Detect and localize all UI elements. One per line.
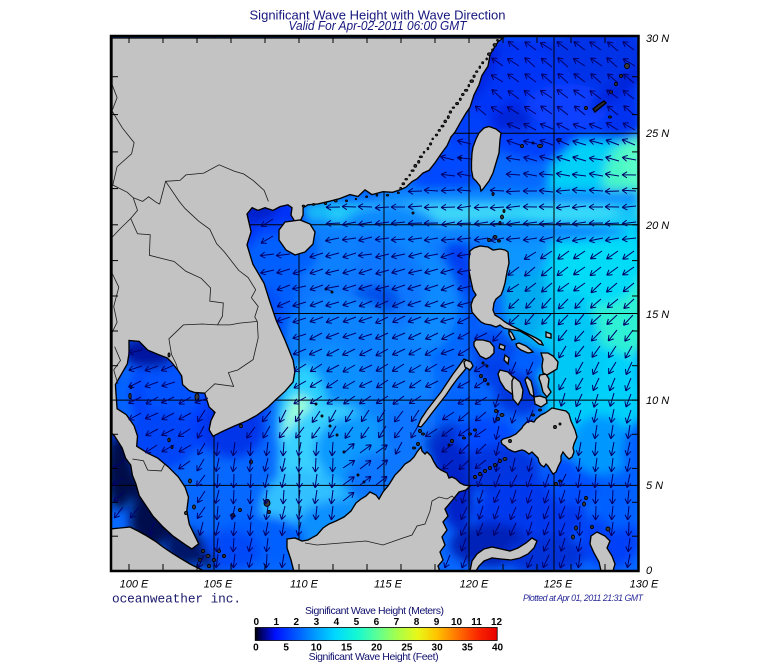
svg-text:10: 10 [311, 643, 323, 654]
svg-text:4: 4 [334, 617, 340, 628]
svg-text:7: 7 [394, 617, 400, 628]
svg-text:2: 2 [294, 617, 300, 628]
svg-text:30 N: 30 N [646, 33, 669, 45]
svg-text:15 N: 15 N [646, 309, 669, 321]
svg-text:20: 20 [371, 643, 383, 654]
svg-text:10 N: 10 N [646, 395, 669, 407]
svg-text:0: 0 [646, 565, 653, 577]
svg-text:6: 6 [374, 617, 380, 628]
svg-text:0: 0 [253, 643, 259, 654]
svg-text:9: 9 [434, 617, 440, 628]
svg-text:100 E: 100 E [120, 579, 149, 591]
svg-text:5 N: 5 N [646, 480, 663, 492]
svg-text:12: 12 [491, 617, 503, 628]
svg-text:110 E: 110 E [290, 579, 319, 591]
svg-text:5: 5 [283, 643, 289, 654]
svg-text:20 N: 20 N [645, 220, 669, 232]
svg-text:25 N: 25 N [645, 128, 669, 140]
svg-text:125 E: 125 E [544, 579, 573, 591]
svg-text:130 E: 130 E [630, 579, 659, 591]
svg-text:1: 1 [274, 617, 280, 628]
svg-text:Significant Wave Height with W: Significant Wave Height with Wave Direct… [250, 8, 506, 23]
svg-text:Plotted at Apr 01, 2011 21:31: Plotted at Apr 01, 2011 21:31 GMT [523, 593, 644, 603]
svg-text:8: 8 [414, 617, 420, 628]
svg-text:Significant Wave Height (Meter: Significant Wave Height (Meters) [305, 605, 444, 617]
svg-text:25: 25 [401, 643, 413, 654]
svg-text:120 E: 120 E [460, 579, 489, 591]
svg-text:10: 10 [451, 617, 463, 628]
svg-text:11: 11 [471, 617, 482, 628]
svg-text:3: 3 [314, 617, 320, 628]
svg-text:115 E: 115 E [374, 579, 403, 591]
svg-text:oceanweather inc.: oceanweather inc. [112, 592, 241, 607]
svg-text:15: 15 [341, 643, 353, 654]
svg-text:Significant Wave Height (Feet): Significant Wave Height (Feet) [309, 651, 439, 663]
svg-text:105 E: 105 E [204, 579, 233, 591]
svg-text:30: 30 [432, 643, 444, 654]
svg-text:0: 0 [254, 617, 260, 628]
svg-text:5: 5 [354, 617, 360, 628]
svg-text:35: 35 [462, 643, 474, 654]
svg-text:40: 40 [492, 643, 504, 654]
svg-text:Valid For Apr-02-2011 06:00 GM: Valid For Apr-02-2011 06:00 GMT [289, 19, 468, 33]
